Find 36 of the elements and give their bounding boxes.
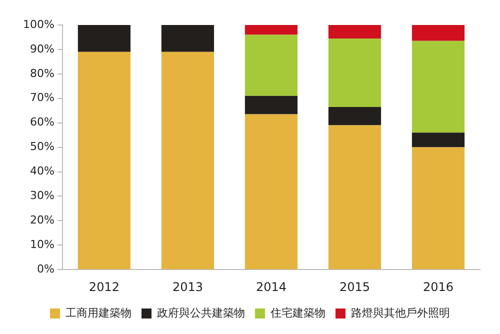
bar: [244, 34, 298, 96]
y-tick-label: 40%: [30, 164, 54, 178]
y-tick-label: 60%: [30, 116, 54, 129]
legend-label: 住宅建築物: [270, 306, 326, 320]
y-tick-label: 70%: [30, 91, 54, 104]
x-tick-label: 2014: [256, 280, 286, 294]
y-tick-label: 10%: [30, 238, 54, 251]
x-tick-label: 2013: [172, 280, 203, 294]
bar: [412, 40, 465, 133]
bar: [244, 114, 298, 270]
legend-label: 工商用建築物: [66, 306, 132, 320]
x-tick-label: 2012: [88, 280, 120, 294]
y-tick-label: 100%: [22, 18, 54, 31]
y-tick-label: 50%: [30, 140, 54, 154]
bar: [328, 38, 382, 107]
bar: [328, 125, 382, 270]
bar: [244, 96, 298, 114]
y-tick-label: 80%: [30, 66, 54, 80]
x-tick-label: 2015: [339, 280, 370, 294]
y-tick-label: 30%: [30, 189, 54, 202]
bar: [161, 25, 214, 52]
x-tick-label: 2016: [422, 280, 454, 294]
y-tick-label: 90%: [30, 42, 54, 56]
bar: [412, 147, 465, 270]
bar: [78, 52, 131, 270]
bar: [328, 25, 382, 38]
bar: [328, 106, 382, 126]
bar: [412, 132, 465, 148]
bar: [161, 52, 214, 270]
bar: [244, 25, 298, 35]
legend-label: 政府與公共建築物: [157, 306, 245, 320]
y-tick-label: 20%: [30, 214, 54, 227]
legend-label: 路燈與其他戶外照明: [351, 306, 450, 320]
bar: [78, 25, 131, 52]
bar: [412, 25, 465, 41]
y-tick-label: 0%: [36, 262, 54, 276]
